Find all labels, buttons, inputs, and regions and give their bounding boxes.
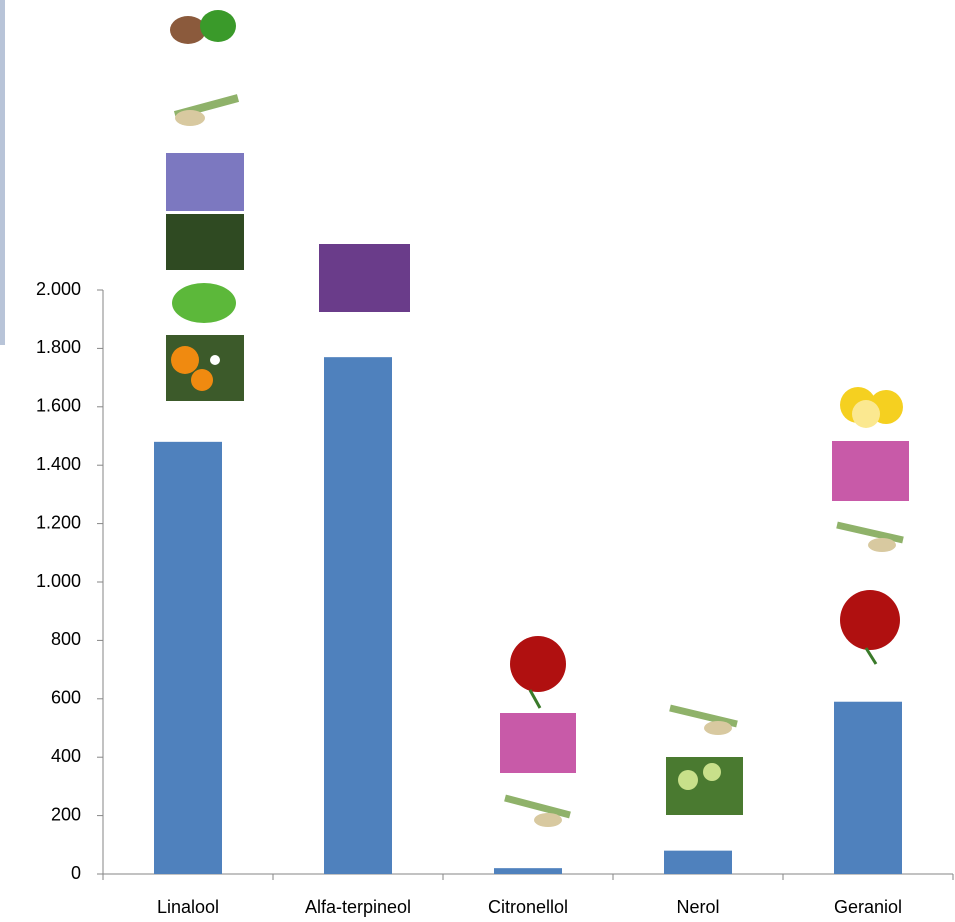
x-tick-label: Linalool bbox=[157, 897, 219, 917]
bar bbox=[324, 357, 392, 874]
lavender bbox=[166, 153, 244, 211]
coriander bbox=[170, 10, 236, 44]
y-tick-label: 2.000 bbox=[36, 279, 81, 299]
pink-flowers bbox=[500, 713, 576, 773]
pink-flowers bbox=[832, 441, 909, 501]
x-tick-label: Nerol bbox=[676, 897, 719, 917]
y-tick-label: 400 bbox=[51, 746, 81, 766]
lemongrass bbox=[669, 704, 738, 735]
side-strip bbox=[0, 0, 5, 345]
x-tick-label: Alfa-terpineol bbox=[305, 897, 411, 917]
y-tick-label: 0 bbox=[71, 863, 81, 883]
orange bbox=[166, 335, 244, 401]
hops bbox=[666, 757, 743, 815]
y-tick-label: 1.200 bbox=[36, 512, 81, 532]
bar bbox=[494, 868, 562, 874]
lemongrass bbox=[836, 521, 904, 552]
y-tick-label: 800 bbox=[51, 629, 81, 649]
lemongrass bbox=[173, 94, 240, 126]
bar bbox=[834, 701, 902, 874]
lilac bbox=[319, 244, 410, 312]
lemongrass bbox=[504, 794, 571, 827]
bar bbox=[154, 441, 222, 874]
rose bbox=[510, 636, 566, 709]
plant-images bbox=[166, 10, 909, 827]
y-tick-label: 200 bbox=[51, 804, 81, 824]
x-tick-label: Geraniol bbox=[834, 897, 902, 917]
lemon bbox=[840, 387, 903, 428]
rose bbox=[840, 590, 900, 665]
y-tick-label: 1.800 bbox=[36, 337, 81, 357]
basil bbox=[172, 283, 236, 323]
leaves bbox=[166, 214, 244, 270]
y-tick-label: 1.000 bbox=[36, 571, 81, 591]
y-tick-label: 1.600 bbox=[36, 396, 81, 416]
bar bbox=[664, 850, 732, 874]
y-tick-label: 600 bbox=[51, 688, 81, 708]
x-tick-label: Citronellol bbox=[488, 897, 568, 917]
y-tick-label: 1.400 bbox=[36, 454, 81, 474]
